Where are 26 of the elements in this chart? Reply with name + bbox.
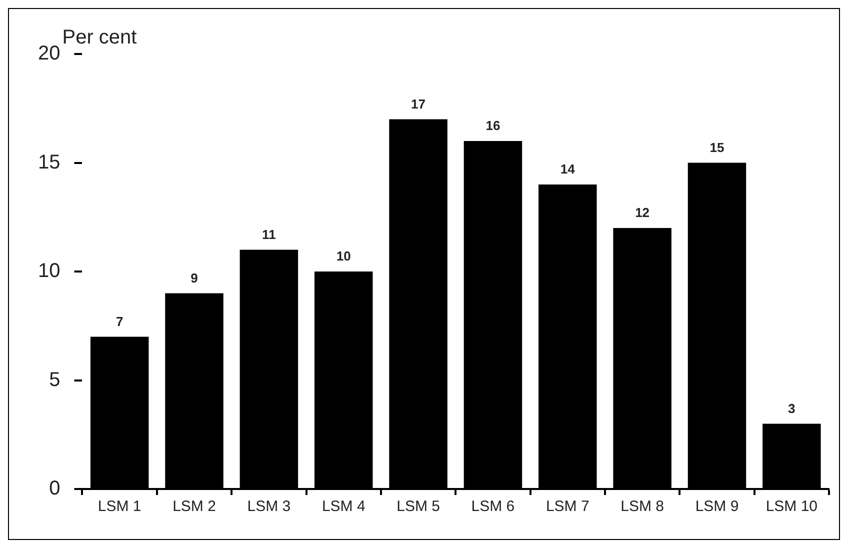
- x-tick-label: LSM 5: [396, 498, 440, 516]
- x-tick-label: LSM 6: [471, 498, 515, 516]
- x-tick-label: LSM 1: [98, 498, 142, 516]
- x-tick-label: LSM 4: [322, 498, 366, 516]
- data-label: 12: [635, 205, 650, 220]
- data-label: 3: [788, 400, 796, 416]
- data-label: 10: [336, 248, 351, 264]
- y-tick-label: 20: [38, 42, 60, 65]
- y-tick-label: 15: [38, 151, 60, 174]
- x-tick-label: LSM 2: [172, 498, 216, 516]
- x-tick-label: LSM 9: [695, 498, 739, 516]
- y-tick-label: 5: [49, 368, 60, 391]
- data-label: 14: [560, 162, 576, 177]
- y-tick-label: 10: [38, 260, 60, 282]
- x-tick-label: LSM 3: [247, 498, 291, 516]
- x-tick-label: LSM 7: [546, 498, 590, 516]
- x-tick-label: LSM 8: [620, 498, 664, 516]
- data-label: 16: [486, 118, 500, 134]
- data-label: 17: [411, 96, 426, 112]
- y-tick-label: 0: [49, 478, 60, 500]
- data-label: 9: [190, 270, 198, 286]
- y-axis-title: Per cent: [62, 26, 138, 49]
- x-tick-label: LSM 10: [766, 498, 818, 516]
- data-label: 15: [710, 140, 724, 155]
- data-label: 7: [116, 314, 124, 329]
- data-label: 11: [262, 226, 276, 242]
